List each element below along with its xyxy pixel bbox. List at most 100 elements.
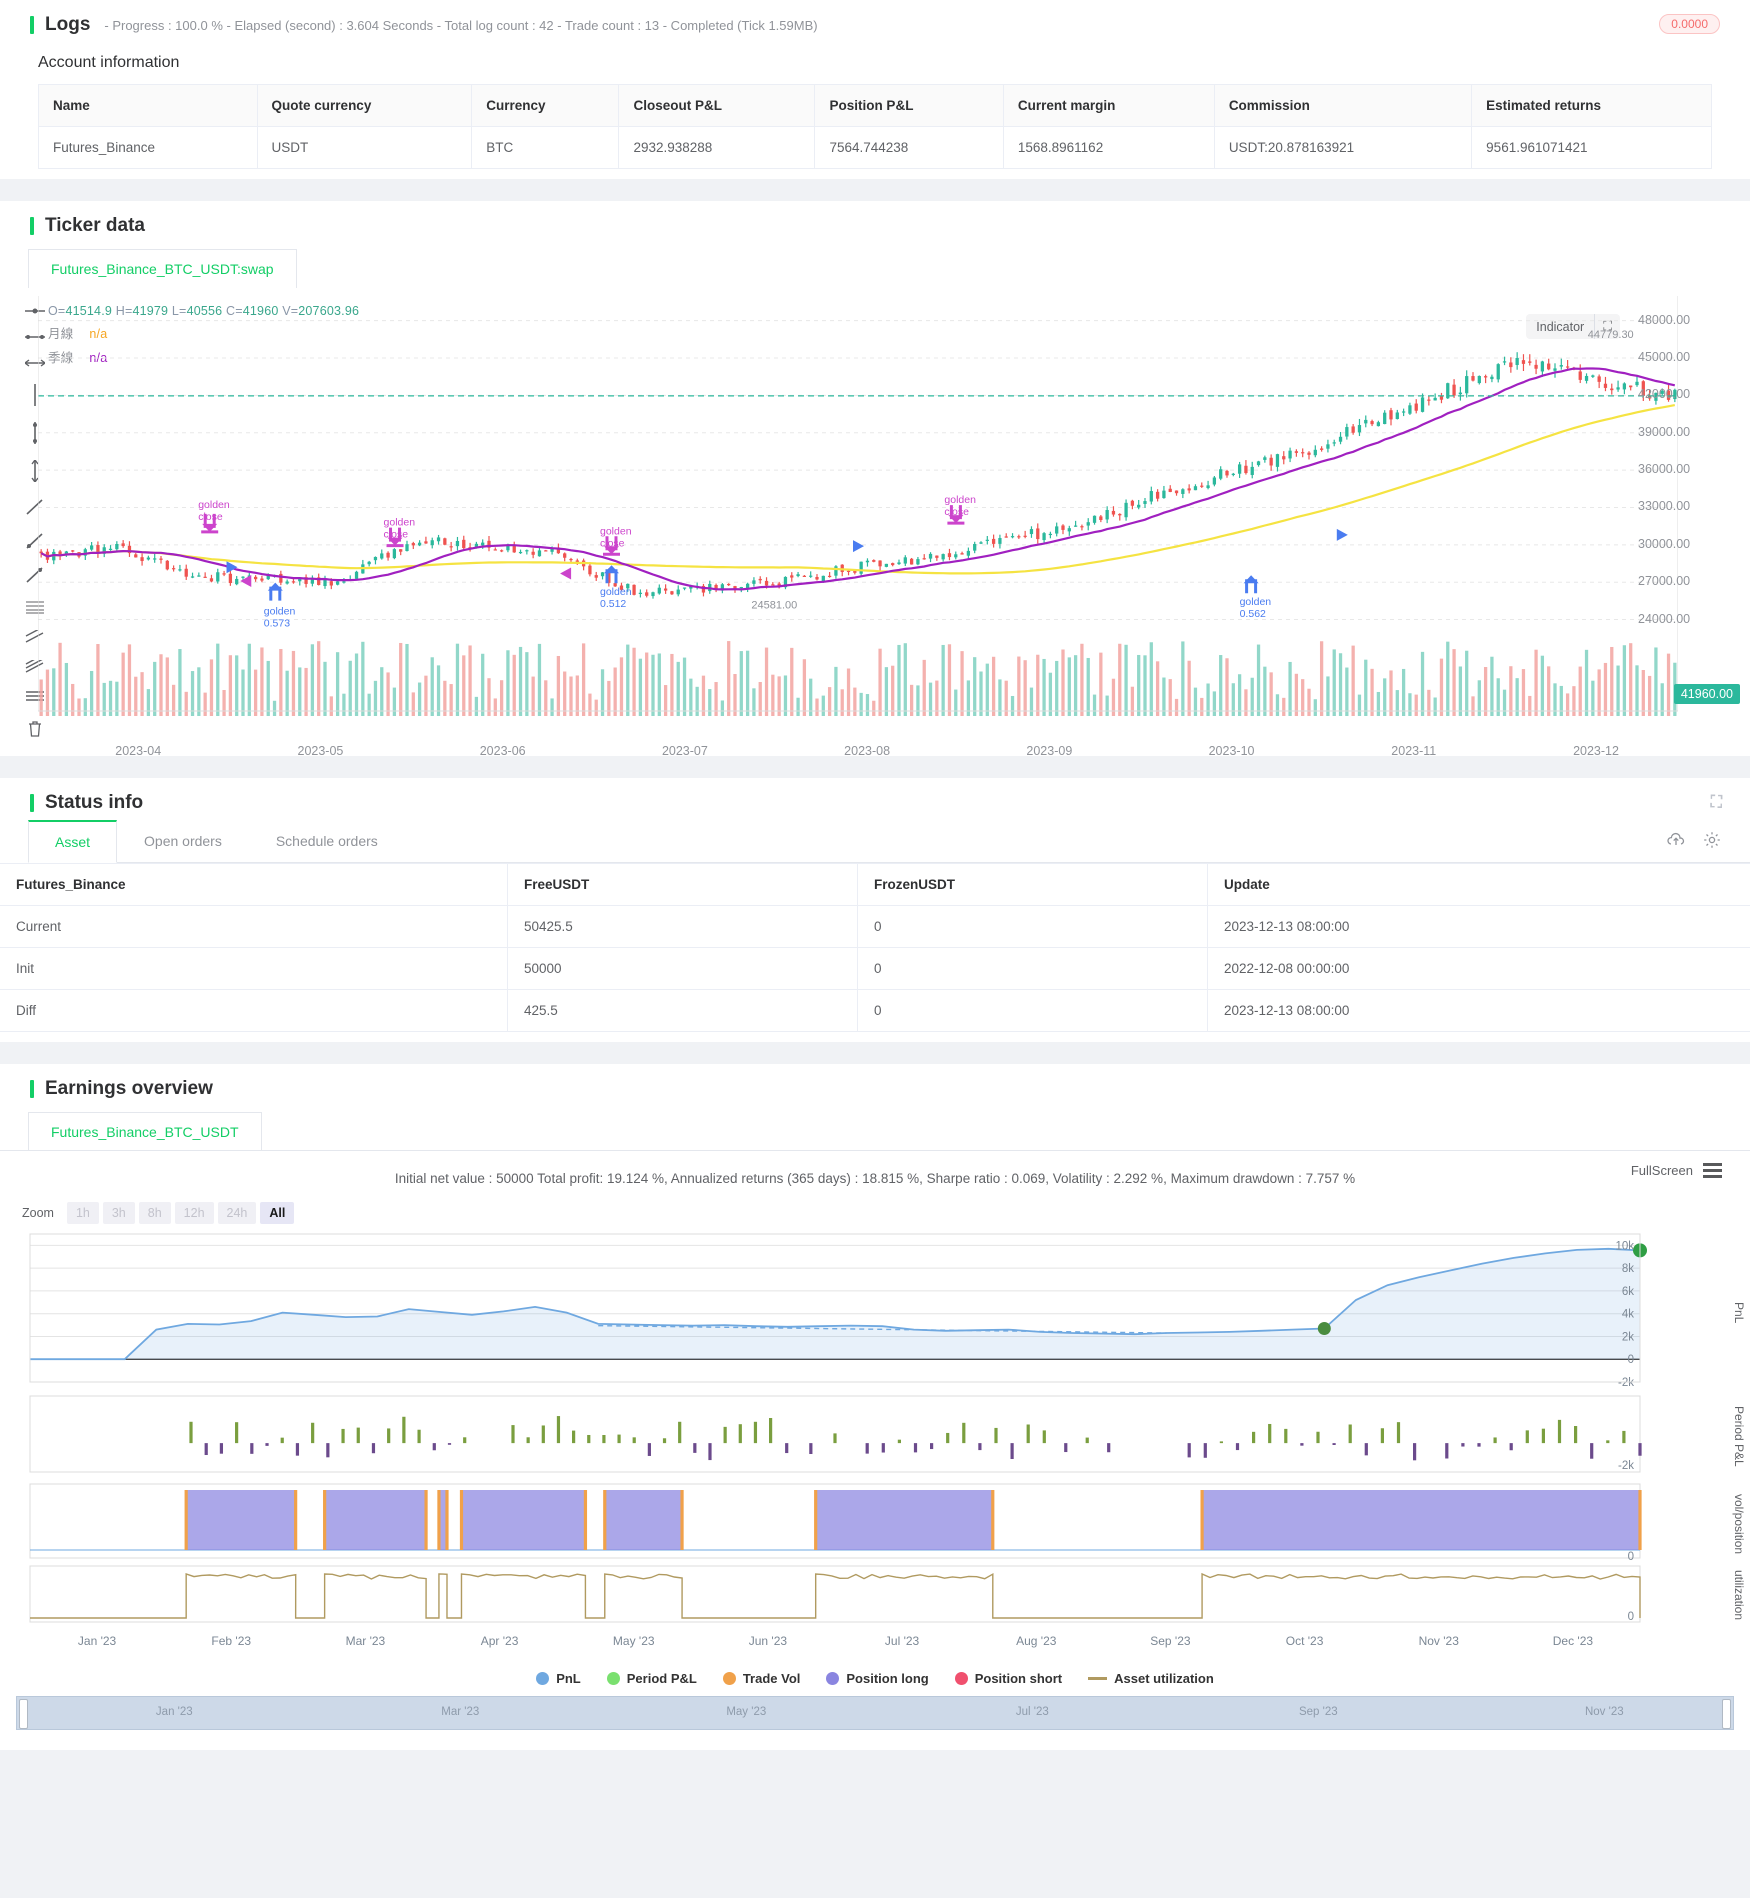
- fullscreen-control[interactable]: FullScreen: [1631, 1163, 1722, 1178]
- trash-icon[interactable]: [27, 720, 43, 738]
- svg-text:10k: 10k: [1615, 1240, 1634, 1252]
- legend-marker: [1088, 1677, 1108, 1680]
- ticker-title: Ticker data: [45, 215, 145, 236]
- time-tick: 2023-10: [1208, 744, 1255, 758]
- vertical-segment-icon[interactable]: [30, 422, 40, 444]
- earnings-x-tick: Dec '23: [1552, 1634, 1594, 1648]
- legend-item-period-p-l[interactable]: Period P&L: [606, 1671, 697, 1686]
- navigator-handle-left[interactable]: [19, 1699, 28, 1729]
- tab-asset[interactable]: Asset: [28, 820, 118, 863]
- earnings-x-tick: Jul '23: [884, 1634, 920, 1648]
- svg-text:close: close: [944, 506, 969, 518]
- fullscreen-label: FullScreen: [1630, 1163, 1693, 1178]
- fullscreen-expand-icon[interactable]: ⛶: [1594, 314, 1620, 339]
- col-current-margin: Current margin: [1002, 84, 1215, 127]
- candlestick-chart[interactable]: O=41514.9 H=41979 L=40556 C=41960 V=2076…: [0, 296, 1750, 758]
- table-row: Current 50425.5 0 2023-12-13 08:00:00: [0, 905, 1750, 948]
- svg-text:-2k: -2k: [1618, 1377, 1634, 1389]
- legend-label: Period P&L: [626, 1671, 697, 1686]
- price-tick: 33000.00: [1638, 499, 1691, 514]
- col-commission: Commission: [1213, 84, 1473, 127]
- legend-item-position-short[interactable]: Position short: [954, 1671, 1062, 1686]
- h-value: 41979: [132, 304, 169, 318]
- axis-title-pnl: PnL: [1732, 1302, 1746, 1324]
- v-value: 207603.96: [298, 304, 360, 318]
- cell-quote-currency: USDT: [256, 126, 473, 169]
- expand-icon[interactable]: ⛶: [1710, 794, 1722, 811]
- earnings-x-axis: Jan '23 Feb '23 Mar '23 Apr '23 May '23 Jun '…: [0, 1628, 1750, 1662]
- c-value: 41960: [242, 304, 279, 318]
- hamburger-menu-icon[interactable]: [1703, 1163, 1722, 1178]
- extended-line-icon[interactable]: [26, 566, 44, 584]
- tab-futures-binance-btc-usdt[interactable]: Futures_Binance_BTC_USDT: [28, 1112, 262, 1151]
- gear-icon[interactable]: [1702, 830, 1722, 850]
- accent-bar: [30, 794, 34, 812]
- h-label: H=: [115, 304, 133, 318]
- cloud-upload-icon[interactable]: [1666, 830, 1686, 850]
- zoom-3h[interactable]: 3h: [102, 1202, 135, 1224]
- row-label-current[interactable]: Current: [0, 905, 508, 948]
- svg-text:0.573: 0.573: [264, 618, 290, 630]
- indicator-ma-slow: 季線 n/a: [48, 347, 359, 366]
- indicator-button[interactable]: Indicator ⛶: [1526, 314, 1620, 339]
- tab-open-orders[interactable]: Open orders: [117, 820, 249, 862]
- legend-item-position-long[interactable]: Position long: [826, 1671, 929, 1686]
- pitchfork-icon[interactable]: [25, 660, 45, 674]
- price-tick: 36000.00: [1638, 462, 1691, 477]
- chart-navigator[interactable]: Jan '23 Mar '23 May '23 Jul '23 Sep '23 Nov '…: [16, 1696, 1734, 1730]
- arrow-line-icon[interactable]: [25, 358, 45, 368]
- ma-slow-value: n/a: [89, 351, 108, 365]
- navigator-handle-right[interactable]: [1722, 1699, 1731, 1729]
- earnings-chart[interactable]: 10k 8k 6k 4k 2k 0 -2k -2k 0 0 PnL Period P&L vol/…: [0, 1228, 1750, 1628]
- section-divider: [0, 756, 1750, 778]
- svg-text:golden: golden: [600, 525, 632, 537]
- earnings-x-tick: Sep '23: [1150, 1634, 1191, 1648]
- svg-text:4k: 4k: [1622, 1309, 1634, 1321]
- tab-schedule-orders[interactable]: Schedule orders: [249, 820, 405, 862]
- horizontal-ray-icon[interactable]: [25, 332, 45, 342]
- cell-name: Futures_Binance: [38, 126, 258, 169]
- trend-line-icon[interactable]: [26, 498, 44, 516]
- svg-text:2k: 2k: [1622, 1331, 1634, 1343]
- earnings-overview-panel: Earnings overview Futures_Binance_BTC_US…: [0, 1064, 1750, 1750]
- zoom-8h[interactable]: 8h: [138, 1202, 171, 1224]
- cursor-cross-icon[interactable]: [25, 306, 45, 316]
- o-label: O=: [48, 304, 66, 318]
- svg-text:0.512: 0.512: [600, 598, 626, 610]
- ohlc-line: O=41514.9 H=41979 L=40556 C=41960 V=2076…: [48, 304, 359, 318]
- accent-bar: [30, 1080, 34, 1098]
- tab-futures-binance-btc-usdt-swap[interactable]: Futures_Binance_BTC_USDT:swap: [28, 249, 297, 288]
- parallel-channel-icon[interactable]: [25, 630, 45, 644]
- svg-text:44779.30: 44779.30: [1588, 329, 1634, 341]
- tab-label: Open orders: [144, 833, 222, 849]
- col-update: Update: [1207, 863, 1750, 906]
- zoom-all[interactable]: All: [260, 1202, 295, 1224]
- o-value: 41514.9: [65, 304, 113, 318]
- time-tick: 2023-11: [1391, 744, 1437, 758]
- cell-update: 2022-12-08 00:00:00: [1207, 947, 1750, 990]
- zoom-1h[interactable]: 1h: [66, 1202, 99, 1224]
- ray-icon[interactable]: [26, 532, 44, 550]
- svg-text:0: 0: [1628, 1611, 1634, 1623]
- account-information-label: Account information: [38, 54, 180, 71]
- logs-header: Logs - Progress : 100.0 % - Elapsed (sec…: [0, 0, 1750, 42]
- ticker-header: Ticker data: [0, 201, 1750, 243]
- earnings-x-tick: Feb '23: [211, 1634, 252, 1648]
- chart-drawing-toolbar[interactable]: [18, 306, 52, 738]
- zoom-12h[interactable]: 12h: [174, 1202, 214, 1224]
- legend-item-pnl[interactable]: PnL: [536, 1671, 581, 1686]
- earnings-stats: Initial net value : 50000 Total profit: …: [394, 1171, 1356, 1186]
- fib-retracement-icon[interactable]: [25, 600, 45, 614]
- legend-item-asset-utilization[interactable]: Asset utilization: [1088, 1671, 1214, 1686]
- price-tick: 30000.00: [1638, 536, 1691, 551]
- price-tick: 45000.00: [1638, 350, 1691, 365]
- zoom-24h[interactable]: 24h: [217, 1202, 257, 1224]
- legend-item-trade-vol[interactable]: Trade Vol: [722, 1671, 800, 1686]
- time-tick: 2023-08: [844, 744, 891, 758]
- earnings-x-tick: Jan '23: [77, 1634, 117, 1648]
- vertical-line-icon[interactable]: [30, 384, 40, 406]
- vertical-arrow-icon[interactable]: [30, 460, 40, 482]
- cell-frozen-usdt: 0: [857, 989, 1208, 1032]
- navigator-tick: Jul '23: [1015, 1706, 1049, 1718]
- time-tick: 2023-05: [297, 744, 344, 758]
